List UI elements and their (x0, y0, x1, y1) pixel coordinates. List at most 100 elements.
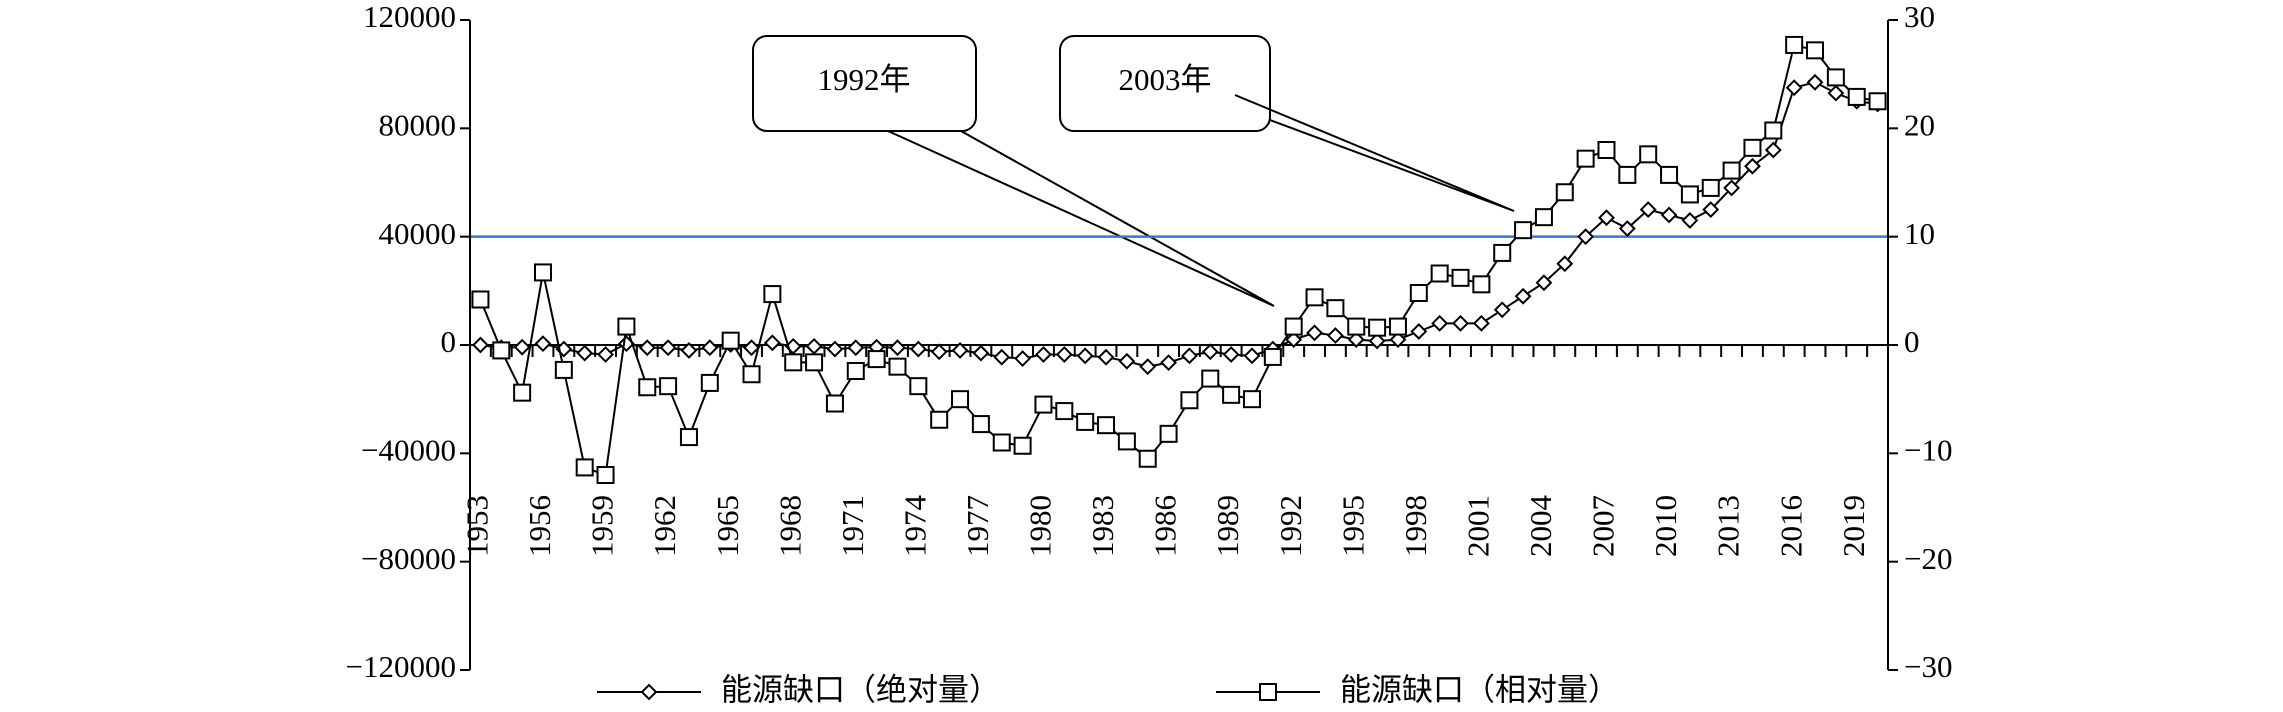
point (1826, 68, 1845, 87)
point (640, 683, 658, 701)
x-tick-label: 1986 (1148, 495, 1183, 557)
point (1284, 317, 1303, 336)
series (472, 73, 1886, 376)
x-tick-label: 2001 (1460, 495, 1495, 557)
point (805, 353, 824, 372)
x-tick-label: 2007 (1586, 495, 1621, 557)
x-tick-label: 1974 (897, 495, 932, 558)
point (1076, 347, 1094, 365)
x-tick-label: 1989 (1210, 495, 1245, 557)
point (1555, 183, 1574, 202)
point (721, 331, 740, 350)
point (1493, 243, 1512, 262)
y2-tick-label: −30 (1904, 649, 1952, 684)
x-tick-label: 1995 (1335, 495, 1370, 557)
point (1180, 391, 1199, 410)
x-tick-label: 1983 (1085, 495, 1120, 557)
point (700, 373, 719, 392)
point (1055, 402, 1074, 421)
callout-pointer (1234, 94, 1515, 212)
x-tick-label: 1959 (585, 495, 620, 557)
point (1326, 299, 1345, 318)
point (1242, 390, 1261, 409)
point (1035, 346, 1052, 363)
point (1013, 436, 1032, 455)
point (742, 365, 761, 384)
point (763, 334, 781, 352)
point (992, 433, 1011, 452)
annotation: 1992年 (818, 62, 911, 97)
point (1243, 347, 1261, 365)
x-tick-label: 2010 (1648, 495, 1683, 557)
y-tick-label: −80000 (361, 541, 456, 576)
point (1868, 92, 1887, 111)
y2-tick-label: 20 (1904, 107, 1935, 142)
point (909, 340, 927, 358)
point (1305, 288, 1324, 307)
point (1514, 287, 1532, 305)
point (533, 263, 552, 282)
point (930, 343, 948, 361)
point (1222, 385, 1241, 404)
point (846, 362, 865, 380)
legend-label: 能源缺口（相对量） (1340, 673, 1619, 709)
point (617, 317, 636, 336)
point (1014, 350, 1032, 367)
x-tick-label: 1971 (835, 495, 870, 557)
x-tick-label: 2019 (1836, 495, 1871, 557)
point (971, 415, 990, 434)
point (1410, 323, 1428, 340)
point (1680, 185, 1699, 204)
point (805, 337, 823, 355)
point (1201, 369, 1220, 388)
point (492, 341, 511, 360)
point (909, 377, 928, 396)
point (1368, 318, 1387, 337)
point (1722, 161, 1741, 180)
x-tick-label: 1962 (647, 495, 682, 557)
y-tick-label: −40000 (361, 432, 456, 467)
point (1785, 35, 1804, 54)
point (680, 342, 698, 359)
point (1159, 424, 1178, 443)
point (1744, 157, 1761, 175)
point (1639, 145, 1658, 164)
y2-tick-label: 10 (1904, 216, 1935, 251)
point (1472, 275, 1491, 294)
point (1618, 220, 1636, 237)
y2-tick-label: −20 (1904, 541, 1952, 576)
y2-tick-label: 0 (1904, 324, 1920, 359)
point (1827, 84, 1845, 102)
point (1472, 314, 1490, 332)
point (659, 377, 678, 396)
point (597, 346, 614, 363)
point (1847, 87, 1866, 106)
point (1723, 179, 1741, 197)
point (576, 344, 594, 362)
point (1639, 201, 1657, 218)
point (534, 335, 552, 353)
point (826, 340, 844, 358)
x-tick-label: 2013 (1711, 495, 1746, 557)
y-tick-label: 80000 (379, 107, 457, 142)
point (1452, 314, 1469, 332)
point (993, 348, 1011, 366)
point (867, 350, 886, 369)
point (888, 357, 907, 376)
point (1285, 331, 1303, 348)
y-tick-label: 40000 (379, 216, 457, 251)
point (1577, 228, 1595, 246)
point (1076, 412, 1095, 431)
point (1347, 317, 1366, 336)
point (784, 353, 803, 372)
point (1764, 121, 1783, 140)
point (1388, 317, 1407, 336)
point (1097, 416, 1116, 435)
point (1430, 264, 1449, 283)
point (1451, 268, 1470, 287)
point (1764, 141, 1782, 159)
point (679, 428, 698, 447)
point (1306, 324, 1323, 342)
point (575, 458, 594, 477)
point (1181, 347, 1198, 365)
